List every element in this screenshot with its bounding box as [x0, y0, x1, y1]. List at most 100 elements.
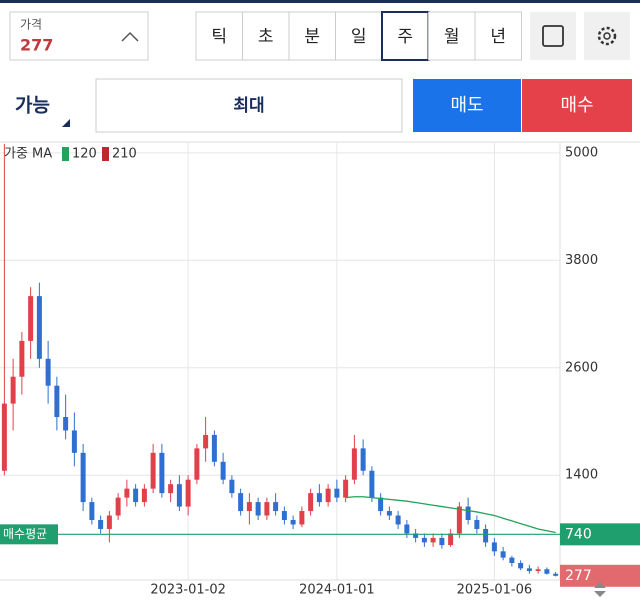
x-tick-label: 2024-01-01	[299, 583, 375, 598]
candle-body	[238, 493, 244, 512]
candle-body	[518, 562, 524, 569]
candle-body	[229, 479, 235, 494]
checkbox-icon	[542, 25, 564, 47]
stepper-up[interactable]	[121, 31, 139, 42]
candle-body	[386, 511, 392, 516]
x-tick-label: 2025-01-06	[457, 583, 533, 598]
candle-body	[45, 358, 51, 386]
candle-body	[465, 506, 471, 521]
candle-body	[343, 479, 349, 498]
candle-body	[281, 511, 287, 521]
current-price-box	[560, 564, 640, 587]
x-tick-label: 2023-01-02	[150, 583, 226, 598]
quantity: 최대	[233, 96, 264, 116]
avg-value-box	[560, 523, 640, 546]
toggle-button[interactable]	[530, 12, 576, 60]
avg-label: 매수평균	[3, 527, 47, 541]
legend-title: 가중 MA	[4, 147, 52, 162]
period-tab[interactable]	[242, 11, 290, 61]
candle-body	[168, 484, 174, 494]
buy-label: 매수	[560, 95, 593, 116]
candle-body	[535, 569, 541, 572]
candle-body	[176, 484, 182, 507]
candle-body	[325, 488, 331, 503]
candle-body	[378, 497, 384, 512]
period-label: 주	[397, 27, 413, 47]
price-value: 277	[20, 36, 53, 55]
candle-body	[430, 537, 436, 543]
quantity-field[interactable]	[95, 78, 403, 133]
candle-body	[211, 434, 217, 462]
candle-body	[133, 488, 139, 503]
candle-body	[19, 340, 25, 377]
period-tab[interactable]	[195, 11, 243, 61]
legend-label: 210	[112, 147, 137, 162]
price-label: 가격	[20, 18, 42, 32]
candle-body	[491, 542, 497, 552]
sell-button[interactable]	[413, 79, 521, 132]
candle-body	[220, 461, 226, 480]
candle-body	[1, 403, 7, 471]
candle-body	[255, 502, 261, 516]
chart: 1400 2600 3800 5000 2023-01-02 2024-01-01 2025…	[0, 143, 640, 598]
candle-body	[299, 511, 305, 525]
y-tick-label: 1400	[565, 468, 598, 483]
candle-body	[334, 488, 340, 498]
period-tab[interactable]	[474, 11, 522, 61]
candle-body	[71, 430, 77, 453]
candle-body	[308, 493, 314, 512]
period-label: 일	[351, 27, 367, 47]
candle-body	[10, 376, 16, 404]
top-bar	[0, 0, 640, 3]
candle-body	[203, 434, 209, 449]
y-tick-label: 3800	[565, 253, 598, 268]
candle-body	[448, 533, 454, 546]
sell-label: 매도	[450, 95, 483, 116]
candle-body	[351, 448, 357, 480]
price-field[interactable]	[9, 11, 149, 61]
settings-button[interactable]	[584, 12, 630, 60]
candle-body	[456, 506, 462, 534]
candle-body	[474, 520, 480, 529]
candle-body	[194, 448, 200, 480]
candle-body	[413, 533, 419, 538]
y-tick-label: 5000	[565, 145, 598, 160]
candle-body	[544, 569, 550, 574]
candle-body	[369, 470, 375, 498]
candle-body	[509, 557, 515, 563]
candle-body	[246, 502, 252, 512]
candle-body	[28, 296, 34, 341]
order-mode[interactable]: 가능	[15, 95, 50, 117]
candle-body	[290, 520, 296, 525]
candle-body	[264, 502, 270, 516]
candle-body	[439, 537, 445, 546]
legend-swatch	[62, 147, 69, 161]
scroll-arrows[interactable]	[594, 582, 606, 597]
legend-label: 120	[72, 147, 97, 162]
dropdown-arrow	[62, 119, 70, 127]
candle-body	[141, 488, 147, 503]
candle-body	[106, 515, 112, 529]
candle-body	[360, 448, 366, 471]
period-label: 월	[444, 27, 460, 47]
avg-label-box	[0, 524, 58, 545]
y-tick-label: 2600	[565, 360, 598, 375]
candle-body	[273, 502, 279, 512]
candle-body	[54, 385, 60, 418]
candle-body	[36, 296, 42, 359]
candle-body	[89, 502, 95, 521]
legend-swatch	[102, 147, 109, 161]
period-label: 초	[258, 27, 274, 47]
gear-icon	[597, 26, 617, 46]
candle-body	[115, 497, 121, 516]
candle-body	[159, 452, 165, 494]
candle-body	[404, 524, 410, 534]
period-label: 분	[304, 27, 320, 47]
gear-center	[603, 32, 611, 40]
price-box[interactable]: 가격 277	[9, 11, 149, 61]
current-price: 277	[565, 568, 592, 584]
candle-body	[63, 417, 69, 431]
buy-button[interactable]	[522, 79, 632, 132]
